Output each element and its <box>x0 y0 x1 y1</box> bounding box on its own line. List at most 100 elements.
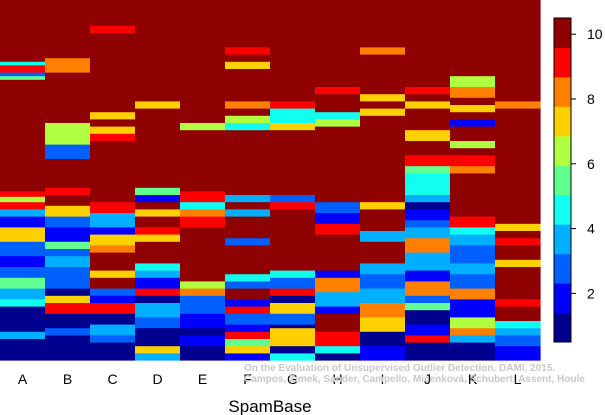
heatmap-cell <box>270 295 316 303</box>
heatmap-cell <box>495 320 541 329</box>
heatmap-cell <box>180 313 226 329</box>
heatmap-cell <box>270 327 316 347</box>
colorbar-tick-label: 10 <box>587 26 603 42</box>
heatmap-cell <box>450 309 496 318</box>
heatmap-cell <box>135 345 181 354</box>
heatmap-cell <box>360 100 406 109</box>
heatmap-cell <box>135 327 181 347</box>
heatmap-cell <box>270 270 316 278</box>
citation-line-2: Campos, Zimek, Sander, Campello, Micenko… <box>244 374 585 385</box>
heatmap-cell <box>180 122 226 131</box>
heatmap-cell <box>225 298 271 307</box>
heatmap-cell <box>495 201 541 224</box>
heatmap-cell <box>225 201 271 210</box>
heatmap-cell <box>405 201 451 210</box>
heatmap-cell <box>135 277 181 289</box>
heatmap-cell <box>315 270 361 278</box>
heatmap-cell <box>225 216 271 239</box>
x-tick-label: G <box>287 371 298 387</box>
heatmap-cell <box>270 122 316 131</box>
colorbar-band <box>554 283 571 314</box>
heatmap-cell <box>270 302 316 314</box>
heatmap-cell <box>0 331 46 339</box>
heatmap-cell <box>225 244 271 275</box>
colorbar <box>553 17 572 343</box>
heatmap-cell <box>135 187 181 195</box>
heatmap-cell <box>45 302 91 314</box>
heatmap-cell <box>315 201 361 213</box>
heatmap-cell <box>495 266 541 300</box>
heatmap-cell <box>45 327 91 336</box>
heatmap-cell <box>315 234 361 271</box>
heatmap-cell <box>450 126 496 141</box>
heatmap-cell <box>360 273 406 289</box>
heatmap-cell <box>360 115 406 203</box>
heatmap-cell <box>270 111 316 123</box>
x-tick-label: H <box>332 371 342 387</box>
heatmap-cell <box>0 72 46 77</box>
heatmap-cell <box>135 352 181 361</box>
heatmap-cell <box>270 129 316 195</box>
heatmap-cell <box>135 100 181 109</box>
colorbar-ticks: 2 4 6 8 10 <box>571 26 603 301</box>
colorbar-tick-label: 8 <box>587 91 595 107</box>
heatmap-cell <box>495 259 541 267</box>
heatmap-cell <box>180 280 226 289</box>
heatmap-cell <box>0 338 46 361</box>
x-axis-title: SpamBase <box>228 397 311 415</box>
heatmap-cell <box>45 226 91 242</box>
heatmap-cell <box>495 327 541 336</box>
heatmap-cell <box>225 324 271 332</box>
heatmap-cell <box>405 252 451 271</box>
heatmap-cell <box>90 133 136 141</box>
heatmap-cell <box>180 306 226 314</box>
heatmap-cell <box>225 115 271 123</box>
heatmap-cell <box>315 345 361 354</box>
heatmap-cell <box>135 316 181 329</box>
heatmap-cell <box>0 266 46 278</box>
heatmap-cell <box>180 0 226 123</box>
heatmap-cell <box>270 324 316 329</box>
heatmap-cell <box>135 295 181 303</box>
heatmap-cell <box>225 273 271 282</box>
heatmap-cell <box>450 154 496 167</box>
heatmap-cell <box>315 277 361 293</box>
colorbar-band <box>554 224 571 255</box>
heatmap-cell <box>450 86 496 98</box>
heatmap-cell <box>0 79 46 192</box>
colorbar-tick-label: 4 <box>587 221 595 237</box>
heatmap-cell <box>225 100 271 109</box>
heatmap-cell <box>90 244 136 253</box>
heatmap-cell <box>405 86 451 95</box>
heatmap-cell <box>90 277 136 289</box>
heatmap-cell <box>405 342 451 350</box>
heatmap-cell <box>180 288 226 296</box>
heatmap-cell <box>180 226 226 282</box>
heatmap-cell <box>45 205 91 217</box>
heatmap-cell <box>180 208 226 217</box>
heatmap-cell <box>270 108 316 113</box>
heatmap-cell <box>450 216 496 228</box>
heatmap-cell <box>225 306 271 314</box>
heatmap-cell <box>315 223 361 235</box>
heatmap-cell <box>315 291 361 307</box>
colorbar-band <box>554 76 571 107</box>
heatmap-cell <box>0 241 46 257</box>
heatmap-cell <box>0 298 46 307</box>
heatmap-cell <box>315 0 361 87</box>
heatmap-cell <box>90 324 136 336</box>
heatmap-cell <box>405 219 451 228</box>
heatmap-cell <box>495 0 541 102</box>
heatmap-cell <box>450 172 496 217</box>
heatmap-cell <box>180 190 226 203</box>
heatmap-cell <box>270 277 316 289</box>
heatmap-cell <box>90 334 136 343</box>
heatmap-cell <box>90 126 136 134</box>
heatmap-cell <box>405 129 451 141</box>
heatmap-cell <box>45 187 91 195</box>
heatmap-cell <box>225 129 271 195</box>
colorbar-band <box>554 194 571 225</box>
heatmap-cell <box>225 46 271 55</box>
x-tick-label: C <box>107 371 117 387</box>
heatmap-cell <box>405 280 451 296</box>
